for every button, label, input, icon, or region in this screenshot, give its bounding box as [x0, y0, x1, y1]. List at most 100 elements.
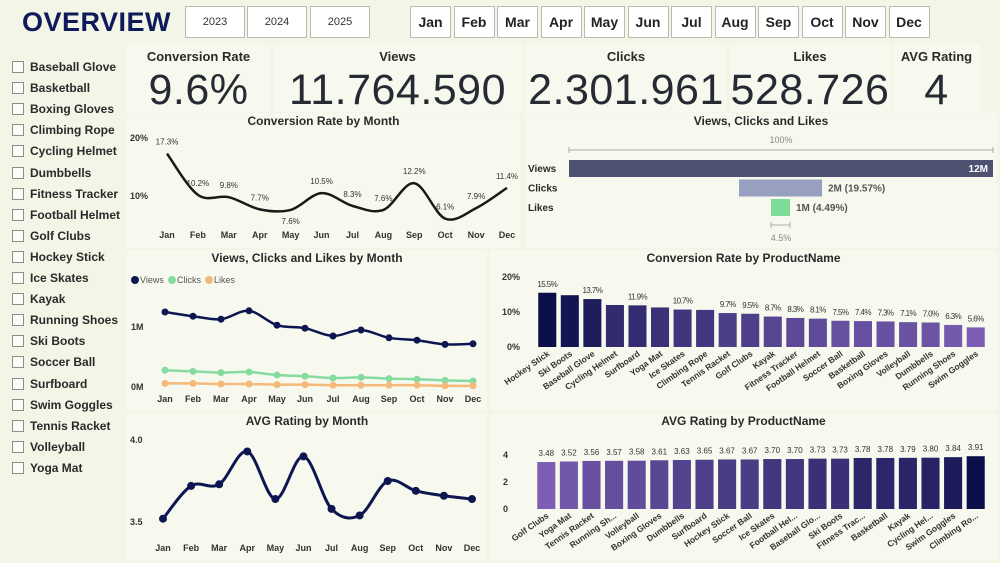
data-point [273, 381, 281, 389]
checkbox[interactable] [12, 314, 24, 327]
year-button-2025[interactable]: 2025 [310, 6, 370, 38]
checkbox[interactable] [12, 440, 24, 453]
month-button-apr[interactable]: Apr [540, 6, 582, 38]
slicer-item[interactable]: Ski Boots [12, 334, 85, 348]
slicer-item[interactable]: Football Helmet [12, 208, 120, 222]
slicer-item-label: Running Shoes [30, 313, 118, 328]
slicer-item[interactable]: Boxing Gloves [12, 102, 114, 116]
month-button-feb[interactable]: Feb [453, 6, 495, 38]
data-label: 3.63 [674, 447, 690, 456]
data-label: 3.79 [900, 445, 916, 454]
slicer-item[interactable]: Baseball Glove [12, 60, 116, 74]
slicer-item-label: Baseball Glove [30, 60, 117, 74]
checkbox[interactable] [12, 229, 24, 242]
slicer-item[interactable]: Tennis Racket [12, 419, 110, 433]
slicer-item[interactable]: Swim Goggles [12, 398, 113, 412]
slicer-item-label: Swim Goggles [30, 397, 113, 412]
data-label: 11.9% [628, 292, 648, 301]
conversion-rate-by-product-chart: Conversion Rate by ProductName 0% 10% 20% 15… [490, 250, 997, 410]
series-line-value [161, 449, 473, 520]
month-button-oct[interactable]: Oct [801, 6, 843, 38]
slicer-item[interactable]: Basketball [12, 81, 90, 95]
chart-title: Conversion Rate by ProductName [646, 251, 841, 265]
checkbox[interactable] [12, 166, 24, 179]
checkbox[interactable] [12, 61, 24, 73]
bar [741, 313, 760, 347]
checkbox[interactable] [12, 187, 24, 200]
month-button-jul[interactable]: Jul [671, 6, 712, 38]
data-label: 7.9% [467, 192, 485, 201]
slicer-item[interactable]: Surfboard [12, 377, 87, 391]
x-tick-label: Dec [499, 230, 516, 240]
month-button-sep[interactable]: Sep [758, 6, 799, 38]
slicer-item[interactable]: Volleyball [12, 440, 85, 454]
data-label: 1M (4.49%) [796, 203, 848, 214]
data-point [299, 452, 308, 461]
data-label: 6.3% [945, 312, 961, 321]
data-label: 15.5% [537, 280, 557, 289]
slicer-item[interactable]: Hockey Stick [12, 250, 105, 264]
x-tick-label: Oct [408, 543, 423, 553]
month-button-may[interactable]: May [584, 6, 625, 38]
checkbox[interactable] [12, 103, 24, 116]
data-label: 3.52 [561, 448, 577, 457]
bar [808, 318, 827, 347]
slicer-item[interactable]: Fitness Tracker [12, 187, 118, 201]
slicer-item[interactable]: Soccer Ball [12, 355, 95, 369]
year-button-2024[interactable]: 2024 [247, 6, 307, 38]
month-button-mar[interactable]: Mar [497, 6, 538, 38]
data-label: 3.67 [719, 446, 735, 455]
data-label: 3.56 [584, 448, 600, 457]
slicer-item[interactable]: Cycling Helmet [12, 144, 117, 158]
slicer-item[interactable]: Golf Clubs [12, 229, 91, 243]
data-label: 3.70 [787, 446, 803, 455]
bar [718, 459, 737, 509]
checkbox[interactable] [12, 250, 24, 263]
month-button-dec[interactable]: Dec [888, 6, 930, 38]
slicer-item[interactable]: Ice Skates [12, 271, 89, 285]
checkbox[interactable] [12, 145, 24, 158]
funnel-category-label: Views [528, 164, 557, 175]
checkbox[interactable] [12, 124, 24, 137]
checkbox[interactable] [12, 293, 24, 306]
kpi-likes: Likes 528.726 [730, 44, 890, 114]
data-point [469, 382, 477, 390]
data-point [441, 340, 449, 348]
avg-rating-by-product-chart: AVG Rating by ProductName 0 2 4 3.48 Golf Clu… [490, 413, 997, 560]
data-point [189, 379, 197, 387]
bar [538, 292, 557, 347]
checkbox[interactable] [12, 335, 24, 348]
slicer-item[interactable]: Dumbbells [12, 166, 91, 180]
checkbox[interactable] [12, 419, 24, 432]
checkbox[interactable] [12, 377, 24, 390]
slicer-item-label: Hockey Stick [30, 249, 105, 264]
checkbox[interactable] [12, 208, 24, 221]
checkbox[interactable] [12, 461, 24, 474]
data-point [215, 480, 224, 489]
month-button-jun[interactable]: Jun [627, 6, 669, 38]
series-line-views [164, 309, 474, 346]
data-point [217, 315, 225, 323]
month-button-jan[interactable]: Jan [410, 6, 451, 38]
bar [560, 295, 579, 347]
conversion-rate-by-month-chart: Conversion Rate by Month 10% 20% Jan Feb Mar A… [127, 113, 520, 248]
checkbox[interactable] [12, 398, 24, 411]
month-button-aug[interactable]: Aug [714, 6, 756, 38]
y-tick-label: 1M [131, 322, 144, 332]
checkbox[interactable] [12, 356, 24, 369]
slicer-item[interactable]: Climbing Rope [12, 123, 115, 137]
slicer-item[interactable]: Running Shoes [12, 313, 118, 327]
month-button-nov[interactable]: Nov [845, 6, 886, 38]
data-label: 3.65 [697, 447, 713, 456]
slicer-item[interactable]: Yoga Mat [12, 461, 82, 475]
bar [696, 309, 715, 347]
legend-marker [131, 276, 139, 284]
views-clicks-likes-funnel: Views, Clicks and Likes 100% Views 12M Click… [525, 113, 997, 248]
slicer-item[interactable]: Kayak [12, 292, 65, 306]
data-point [273, 321, 281, 329]
funnel-category-label: Likes [528, 203, 554, 214]
checkbox[interactable] [12, 272, 24, 284]
checkbox[interactable] [12, 82, 24, 95]
year-button-2023[interactable]: 2023 [185, 6, 245, 38]
data-point [245, 380, 253, 388]
